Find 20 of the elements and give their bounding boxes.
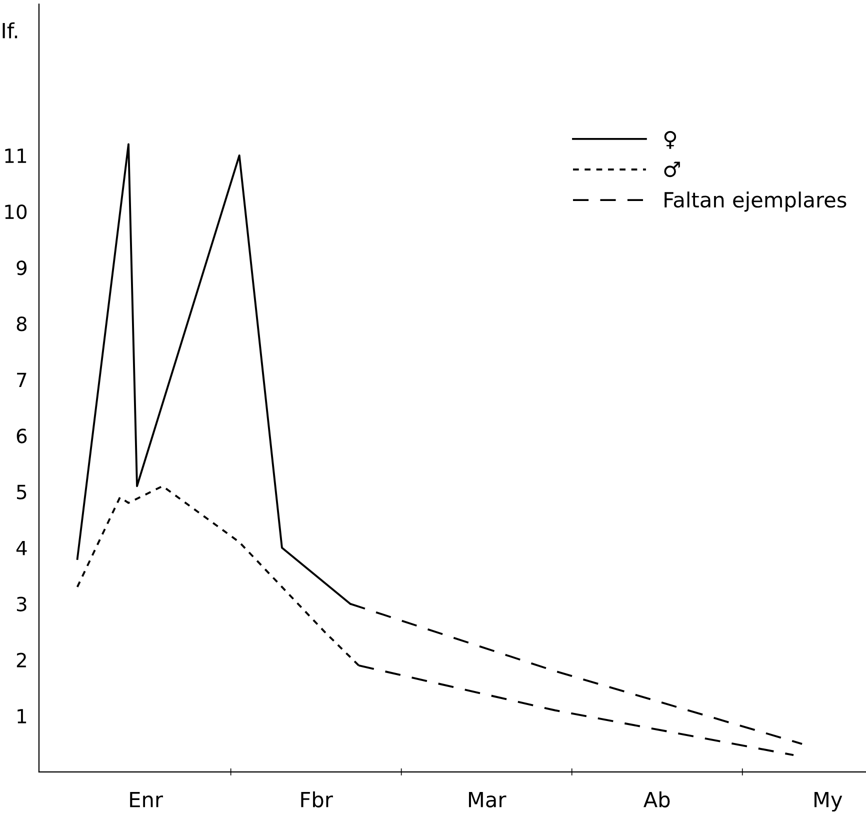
y-tick-label: 5 bbox=[16, 484, 26, 500]
legend-label: ♂ bbox=[664, 162, 680, 178]
y-tick-label: 7 bbox=[17, 372, 26, 388]
y-axis-title: If. bbox=[2, 22, 18, 38]
y-tick-label: 3 bbox=[16, 596, 26, 612]
y-tick-label: 2 bbox=[16, 652, 26, 668]
x-tick-label: Fbr bbox=[301, 791, 333, 808]
y-tick-label: 8 bbox=[16, 316, 27, 332]
x-tick-label: My bbox=[814, 792, 842, 812]
y-tick-label: 4 bbox=[16, 540, 27, 556]
y-tick-label: 11 bbox=[5, 148, 26, 163]
x-tick-label: Enr bbox=[130, 792, 164, 808]
y-tick-label: 6 bbox=[16, 428, 27, 444]
y-tick-label: 1 bbox=[18, 709, 26, 724]
legend-label: ♀ bbox=[664, 130, 676, 149]
y-tick-label: 10 bbox=[5, 204, 27, 220]
x-tick-label: Ab bbox=[644, 791, 670, 808]
x-tick-label: Mar bbox=[468, 792, 506, 808]
legend-label: Faltan ejemplares bbox=[664, 192, 846, 212]
y-tick-label: 9 bbox=[16, 260, 26, 276]
